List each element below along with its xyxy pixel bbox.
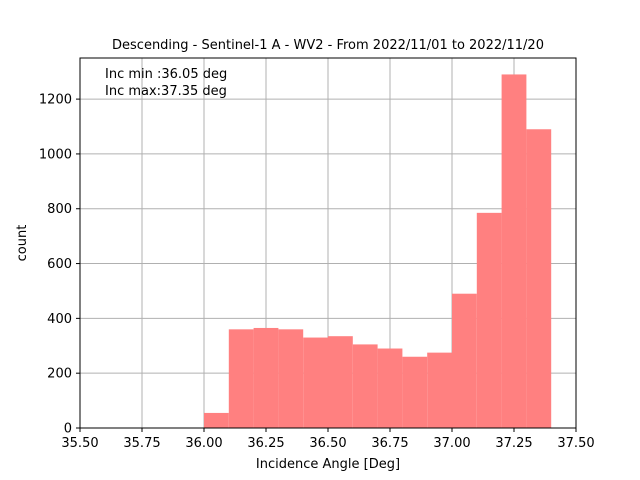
y-axis-label: count [15, 225, 30, 262]
inc-min-annotation: Inc min :36.05 deg [105, 67, 227, 82]
x-tick-label: 36.25 [247, 436, 284, 451]
x-tick-label: 37.00 [433, 436, 470, 451]
y-tick-label: 0 [64, 422, 72, 437]
histogram-bar [476, 212, 502, 428]
histogram-bars [204, 74, 552, 428]
histogram-bar [228, 329, 254, 428]
x-tick-label: 35.75 [123, 436, 160, 451]
histogram-bar [278, 329, 304, 428]
x-tick-label: 37.50 [557, 436, 594, 451]
chart-title: Descending - Sentinel-1 A - WV2 - From 2… [112, 38, 544, 53]
y-tick-label: 800 [47, 202, 72, 217]
x-tick-label: 37.25 [495, 436, 532, 451]
y-axis-ticks: 0 200 400 600 800 1000 1200 [39, 93, 80, 437]
histogram-bar [328, 336, 353, 428]
histogram-bar [204, 412, 229, 428]
histogram-bar [253, 327, 279, 428]
y-tick-label: 600 [47, 257, 72, 272]
histogram-bar [303, 337, 328, 428]
histogram-bar [377, 348, 403, 428]
x-tick-label: 36.00 [185, 436, 222, 451]
histogram-bar [402, 356, 428, 428]
y-tick-label: 1200 [39, 93, 72, 108]
x-axis-label: Incidence Angle [Deg] [256, 457, 400, 472]
histogram-bar [352, 344, 378, 428]
histogram-bar [501, 74, 527, 428]
histogram-bar [452, 293, 477, 428]
y-tick-label: 200 [47, 367, 72, 382]
inc-max-annotation: Inc max:37.35 deg [105, 84, 227, 99]
y-tick-label: 1000 [39, 147, 72, 162]
y-tick-label: 400 [47, 312, 72, 327]
x-axis-ticks: 35.50 35.75 36.00 36.25 36.50 36.75 37.00 37.25… [61, 428, 595, 451]
x-tick-label: 36.75 [371, 436, 408, 451]
x-tick-label: 35.50 [61, 436, 98, 451]
histogram-bar [427, 352, 452, 428]
histogram-bar [526, 129, 552, 428]
x-tick-label: 36.50 [309, 436, 346, 451]
